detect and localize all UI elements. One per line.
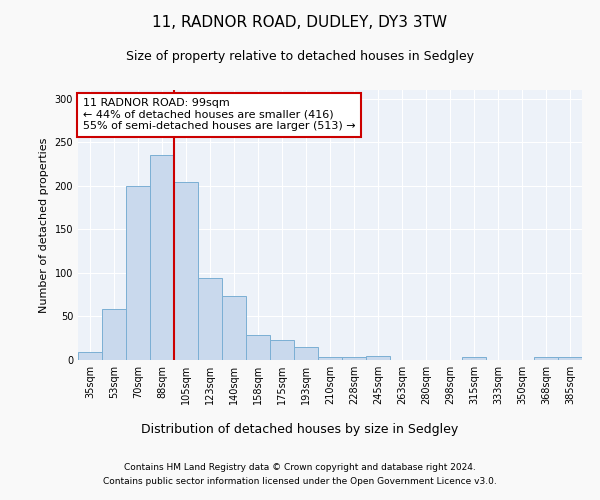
Bar [462, 358, 486, 360]
Text: Size of property relative to detached houses in Sedgley: Size of property relative to detached ho… [126, 50, 474, 63]
Bar [126, 186, 150, 360]
Bar [246, 334, 270, 360]
Y-axis label: Number of detached properties: Number of detached properties [39, 138, 49, 312]
Bar [294, 347, 318, 360]
Bar [78, 352, 102, 360]
Bar [366, 356, 390, 360]
Text: Distribution of detached houses by size in Sedgley: Distribution of detached houses by size … [142, 422, 458, 436]
Text: 11 RADNOR ROAD: 99sqm
← 44% of detached houses are smaller (416)
55% of semi-det: 11 RADNOR ROAD: 99sqm ← 44% of detached … [83, 98, 356, 132]
Text: Contains public sector information licensed under the Open Government Licence v3: Contains public sector information licen… [103, 478, 497, 486]
Bar [174, 182, 198, 360]
Bar [222, 296, 246, 360]
Bar [342, 356, 366, 360]
Text: Contains HM Land Registry data © Crown copyright and database right 2024.: Contains HM Land Registry data © Crown c… [124, 462, 476, 471]
Bar [534, 358, 558, 360]
Bar [558, 358, 582, 360]
Bar [102, 308, 126, 360]
Bar [198, 278, 222, 360]
Bar [150, 156, 174, 360]
Bar [318, 356, 342, 360]
Bar [270, 340, 294, 360]
Text: 11, RADNOR ROAD, DUDLEY, DY3 3TW: 11, RADNOR ROAD, DUDLEY, DY3 3TW [152, 15, 448, 30]
